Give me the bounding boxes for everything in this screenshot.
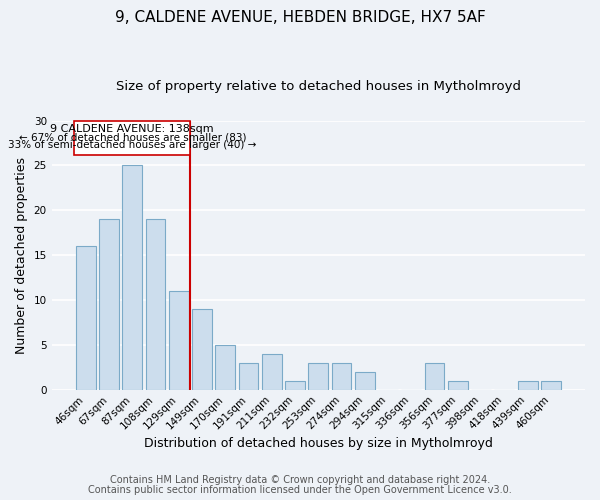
Bar bbox=[122, 166, 142, 390]
Bar bbox=[332, 363, 352, 390]
Text: ← 67% of detached houses are smaller (83): ← 67% of detached houses are smaller (83… bbox=[19, 132, 246, 142]
Bar bbox=[239, 363, 259, 390]
X-axis label: Distribution of detached houses by size in Mytholmroyd: Distribution of detached houses by size … bbox=[144, 437, 493, 450]
Bar bbox=[308, 363, 328, 390]
Bar bbox=[74, 120, 190, 154]
Y-axis label: Number of detached properties: Number of detached properties bbox=[15, 156, 28, 354]
Text: Contains public sector information licensed under the Open Government Licence v3: Contains public sector information licen… bbox=[88, 485, 512, 495]
Text: 9, CALDENE AVENUE, HEBDEN BRIDGE, HX7 5AF: 9, CALDENE AVENUE, HEBDEN BRIDGE, HX7 5A… bbox=[115, 10, 485, 25]
Title: Size of property relative to detached houses in Mytholmroyd: Size of property relative to detached ho… bbox=[116, 80, 521, 93]
Bar bbox=[192, 309, 212, 390]
Bar bbox=[448, 381, 468, 390]
Bar bbox=[518, 381, 538, 390]
Bar bbox=[99, 220, 119, 390]
Text: 33% of semi-detached houses are larger (40) →: 33% of semi-detached houses are larger (… bbox=[8, 140, 256, 150]
Bar bbox=[215, 345, 235, 390]
Bar bbox=[541, 381, 561, 390]
Bar bbox=[425, 363, 445, 390]
Bar bbox=[76, 246, 95, 390]
Bar bbox=[262, 354, 282, 390]
Bar bbox=[169, 291, 188, 390]
Text: Contains HM Land Registry data © Crown copyright and database right 2024.: Contains HM Land Registry data © Crown c… bbox=[110, 475, 490, 485]
Text: 9 CALDENE AVENUE: 138sqm: 9 CALDENE AVENUE: 138sqm bbox=[50, 124, 214, 134]
Bar bbox=[355, 372, 375, 390]
Bar bbox=[285, 381, 305, 390]
Bar bbox=[146, 220, 166, 390]
